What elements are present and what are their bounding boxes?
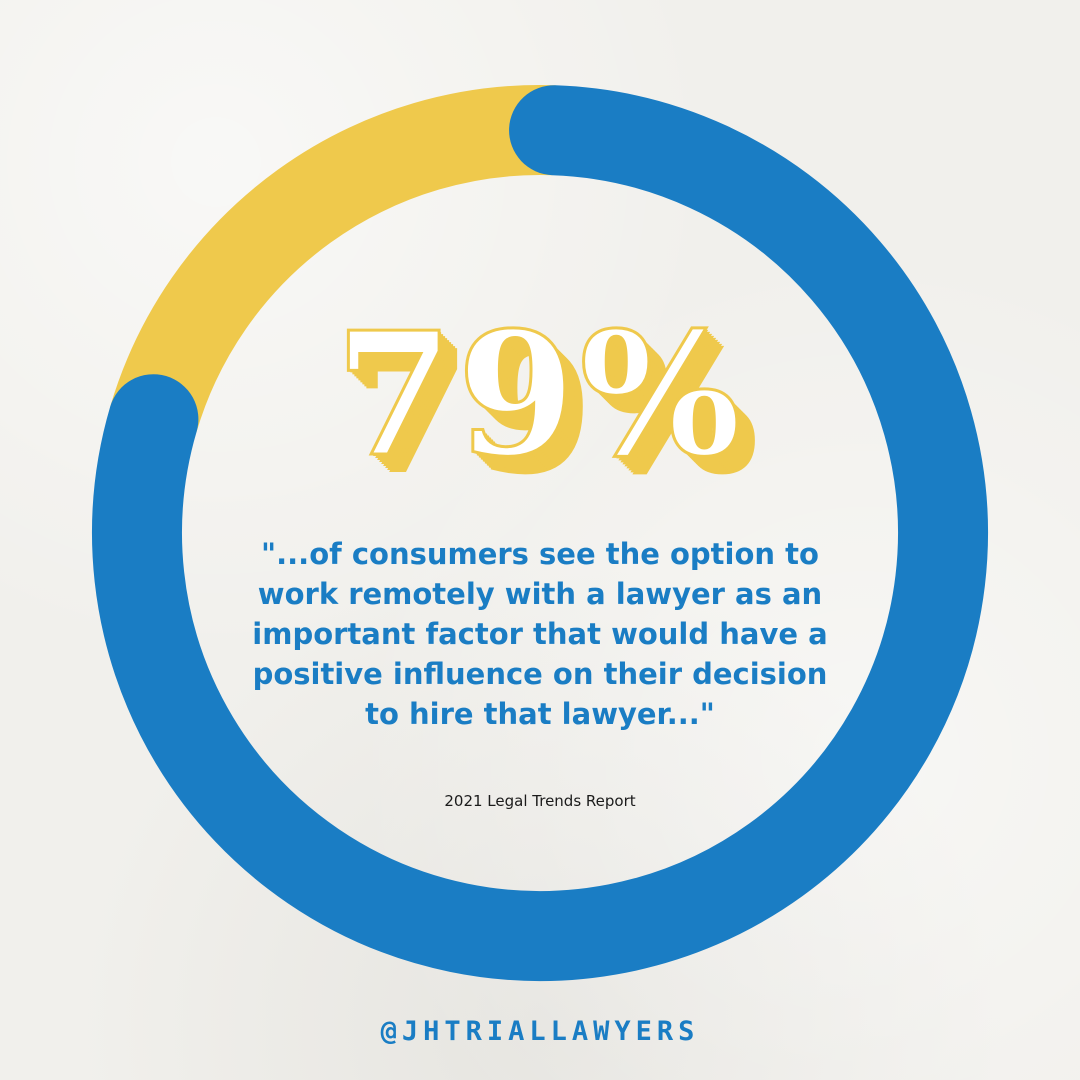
stat-quote: "...of consumers see the option to work …: [252, 537, 828, 731]
stat-percentage: 79%: [333, 295, 746, 495]
social-handle: @JHTRIALLAWYERS: [380, 1016, 700, 1047]
source-citation: 2021 Legal Trends Report: [444, 792, 636, 810]
donut-slice-1: [110, 85, 556, 433]
donut-slice-0: [92, 85, 988, 981]
